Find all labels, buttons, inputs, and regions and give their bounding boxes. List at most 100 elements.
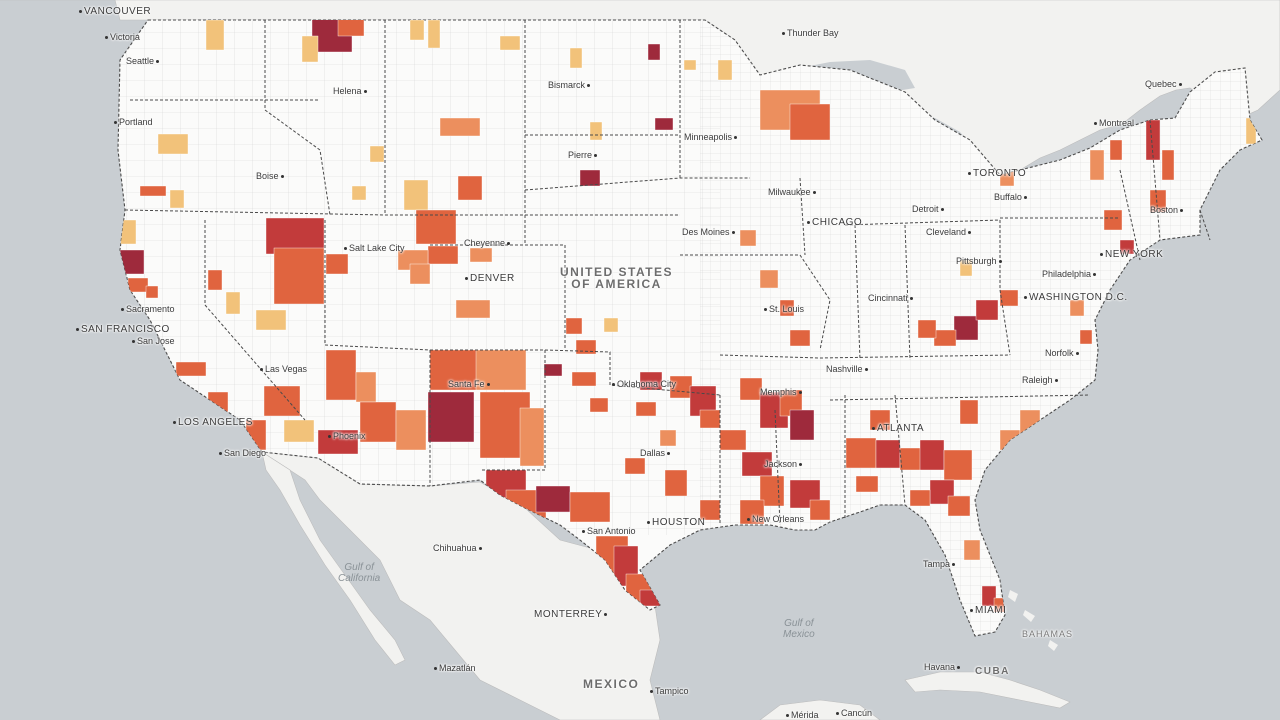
city-marker-icon [734,136,738,140]
city-marker-icon [1054,379,1058,383]
shaded-county [699,409,721,429]
city-marker-icon [952,563,956,567]
shaded-county [639,371,663,391]
city-label: Bismarck [548,81,592,90]
city-marker-icon [812,191,816,195]
city-label: VANCOUVER [77,7,151,17]
city-marker-icon [582,530,585,534]
city-label: Cleveland [926,228,973,237]
usa-label: UNITED STATES OF AMERICA [560,265,674,291]
mexico-label: MEXICO [583,677,640,691]
city-label: Milwaukee [768,188,818,197]
shaded-county [1079,329,1093,345]
city-marker-icon [105,36,108,40]
shaded-county [127,277,149,293]
shaded-county [603,317,619,333]
city-label: Memphis [760,388,804,397]
city-marker-icon [486,383,490,387]
shaded-county [953,315,979,341]
shaded-county [683,59,697,71]
state-borders [124,20,1211,526]
city-marker-icon [970,608,973,612]
city-marker-icon [764,308,767,312]
city-label: Seattle [126,57,161,66]
shaded-county [1119,239,1135,255]
city-label: San Antonio [580,527,636,536]
city-marker-icon [786,714,789,718]
shaded-county [409,20,425,41]
bahamas-island [1008,590,1058,651]
city-label: Thunder Bay [780,29,839,38]
city-label: Norfolk [1045,349,1081,358]
shaded-county [565,317,583,335]
city-marker-icon [156,60,160,64]
shaded-county [575,339,597,355]
city-label: Cheyenne [464,239,512,248]
shaded-county [273,247,325,305]
shaded-county [469,247,493,263]
city-marker-icon [79,9,82,13]
shaded-county [717,59,733,81]
gulf-california-label: Gulf of California [338,562,381,584]
shaded-county [395,409,427,451]
city-label: Chihuahua [433,544,484,553]
city-label: LOS ANGELES [171,418,253,428]
shaded-county [999,289,1019,307]
city-marker-icon [864,368,868,372]
city-marker-icon [1023,196,1027,200]
bahamas-label: BAHAMAS [1022,629,1074,639]
shaded-county [1161,149,1175,181]
shaded-county [427,245,459,265]
shaded-county [947,495,971,517]
shaded-county [157,133,189,155]
shaded-county [719,429,747,451]
shaded-county [943,449,973,481]
shaded-county [263,385,301,417]
city-label: Jackson [764,460,804,469]
shaded-county [369,145,385,163]
shaded-county [981,585,997,607]
city-marker-icon [587,84,591,88]
shaded-county [457,175,483,201]
shaded-county [255,309,287,331]
shaded-county [869,409,891,431]
city-label: Phoenix [326,432,366,441]
city-marker-icon [968,231,972,235]
shaded-county [909,489,931,507]
shaded-county [789,409,815,441]
city-label: Minneapolis [684,133,739,142]
baja-peninsula [261,451,406,666]
city-marker-icon [260,368,263,372]
city-marker-icon [328,435,331,439]
shaded-county [499,35,521,51]
shaded-county [659,429,677,447]
city-marker-icon [344,247,347,251]
shaded-county [225,291,241,315]
shaded-county [963,539,981,561]
shaded-county [317,429,359,455]
city-label: Tampa [923,560,957,569]
cuba-land [904,671,1071,709]
shaded-county [845,437,877,469]
shaded-county [975,299,999,321]
city-marker-icon [478,547,482,551]
city-marker-icon [998,260,1002,264]
shaded-county [543,363,563,377]
shaded-county [1103,209,1123,231]
shaded-county [809,499,831,521]
shaded-county [475,349,527,391]
city-label: MIAMI [968,606,1006,616]
city-marker-icon [650,690,653,694]
city-label: Detroit [912,205,946,214]
city-label: Santa Fe [448,380,492,389]
shaded-county [855,475,879,493]
city-label: Montreal [1092,119,1134,128]
shaded-county [917,319,937,339]
shaded-county [205,20,225,51]
shaded-county [403,179,429,211]
city-marker-icon [1093,273,1097,277]
city-marker-icon [836,712,839,716]
shaded-county [579,169,601,187]
shaded-county [145,285,159,299]
